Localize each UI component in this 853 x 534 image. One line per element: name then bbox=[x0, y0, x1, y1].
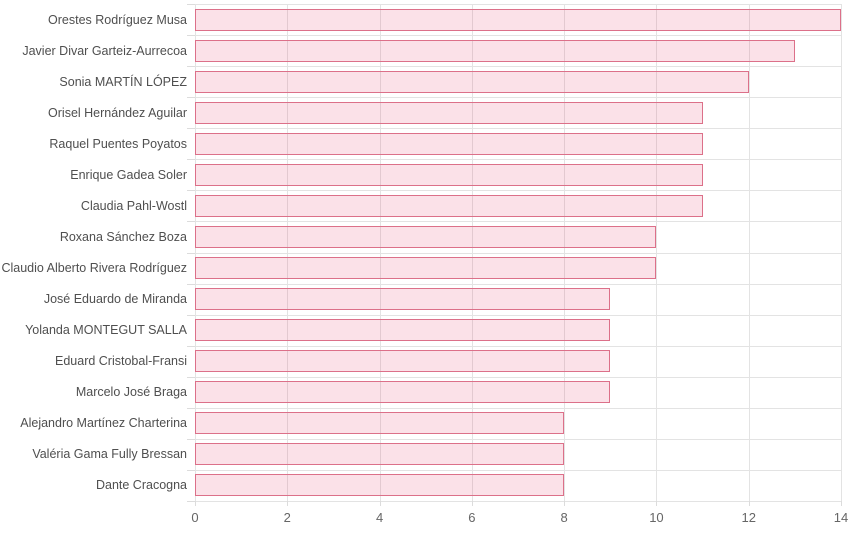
x-axis-tick bbox=[379, 501, 381, 506]
bar[interactable] bbox=[195, 101, 703, 124]
y-axis-tick bbox=[187, 501, 195, 502]
category-label: Orisel Hernández Aguilar bbox=[48, 105, 187, 120]
category-label: Orestes Rodríguez Musa bbox=[48, 12, 187, 27]
category-label: Valéria Gama Fully Bressan bbox=[32, 447, 187, 462]
gridline-horizontal bbox=[195, 190, 841, 192]
gridline-horizontal bbox=[195, 376, 841, 378]
gridline-horizontal bbox=[195, 407, 841, 409]
gridline-horizontal bbox=[195, 438, 841, 440]
category-label: Claudia Pahl-Wostl bbox=[80, 198, 187, 213]
bar[interactable] bbox=[195, 39, 795, 62]
y-axis-tick bbox=[187, 438, 195, 440]
category-label: Alejandro Martínez Charterina bbox=[20, 416, 187, 431]
bar[interactable] bbox=[195, 350, 611, 373]
bar[interactable] bbox=[195, 132, 703, 155]
y-axis-tick bbox=[187, 128, 195, 130]
gridline-horizontal bbox=[195, 221, 841, 223]
bar[interactable] bbox=[195, 70, 749, 93]
category-label: Enrique Gadea Soler bbox=[70, 167, 187, 182]
x-tick-label: 4 bbox=[375, 510, 384, 525]
gridline-horizontal bbox=[195, 469, 841, 471]
gridline-horizontal bbox=[195, 159, 841, 161]
y-axis-tick bbox=[187, 97, 195, 99]
x-tick-label: 10 bbox=[649, 510, 664, 525]
x-tick-label: 14 bbox=[833, 510, 849, 525]
category-label: Claudio Alberto Rivera Rodríguez bbox=[1, 261, 187, 276]
bar[interactable] bbox=[195, 288, 611, 311]
x-axis-tick bbox=[287, 501, 289, 506]
x-axis-tick bbox=[471, 501, 473, 506]
category-label: Yolanda MONTEGUT SALLA bbox=[25, 323, 187, 338]
category-label: José Eduardo de Miranda bbox=[43, 292, 187, 307]
bar[interactable] bbox=[195, 381, 611, 404]
gridline-vertical bbox=[841, 4, 842, 501]
gridline-vertical bbox=[379, 4, 381, 501]
y-axis-tick bbox=[187, 345, 195, 347]
y-axis-tick bbox=[187, 469, 195, 471]
gridline-horizontal bbox=[195, 35, 841, 37]
bar[interactable] bbox=[195, 443, 565, 466]
gridline-vertical bbox=[656, 4, 658, 501]
gridline-horizontal bbox=[195, 4, 841, 5]
category-label: Javier Divar Garteiz-Aurrecoa bbox=[22, 43, 187, 58]
bar[interactable] bbox=[195, 257, 657, 280]
y-axis-tick bbox=[187, 283, 195, 285]
category-label: Raquel Puentes Poyatos bbox=[49, 136, 187, 151]
bar[interactable] bbox=[195, 8, 841, 31]
x-tick-label: 2 bbox=[283, 510, 291, 525]
y-axis-tick bbox=[187, 252, 195, 254]
y-axis-tick bbox=[187, 66, 195, 68]
bar[interactable] bbox=[195, 319, 611, 342]
x-axis-tick bbox=[656, 501, 658, 506]
gridline-horizontal bbox=[195, 128, 841, 130]
bar[interactable] bbox=[195, 474, 565, 497]
gridline-vertical bbox=[748, 4, 750, 501]
y-axis-tick bbox=[187, 221, 195, 223]
gridline-horizontal bbox=[195, 314, 841, 316]
x-axis-tick bbox=[841, 501, 842, 506]
gridline-vertical bbox=[471, 4, 473, 501]
gridline-horizontal bbox=[195, 345, 841, 347]
gridline-horizontal bbox=[195, 66, 841, 68]
x-tick-label: 0 bbox=[191, 510, 199, 525]
y-axis-tick bbox=[187, 190, 195, 192]
bar[interactable] bbox=[195, 194, 703, 217]
bar[interactable] bbox=[195, 412, 565, 435]
y-axis-tick bbox=[187, 35, 195, 37]
y-axis-tick bbox=[187, 159, 195, 161]
y-axis-tick bbox=[187, 314, 195, 316]
x-tick-label: 8 bbox=[560, 510, 568, 525]
category-label: Roxana Sánchez Boza bbox=[59, 229, 187, 244]
gridline-horizontal bbox=[195, 501, 841, 502]
bar[interactable] bbox=[195, 225, 657, 248]
gridline-vertical bbox=[287, 4, 289, 501]
x-axis-tick bbox=[195, 501, 196, 506]
gridline-horizontal bbox=[195, 97, 841, 99]
x-tick-label: 12 bbox=[741, 510, 756, 525]
y-axis-tick bbox=[187, 407, 195, 409]
category-label: Marcelo José Braga bbox=[75, 385, 187, 400]
category-label: Dante Cracogna bbox=[95, 478, 187, 493]
gridline-vertical bbox=[195, 4, 196, 501]
gridline-horizontal bbox=[195, 283, 841, 285]
category-label: Eduard Cristobal-Fransi bbox=[55, 354, 187, 369]
x-axis-tick bbox=[564, 501, 566, 506]
bar[interactable] bbox=[195, 163, 703, 186]
category-label: Sonia MARTÍN LÓPEZ bbox=[59, 74, 187, 89]
gridline-vertical bbox=[564, 4, 566, 501]
y-axis-tick bbox=[187, 376, 195, 378]
plot-area[interactable] bbox=[195, 4, 842, 502]
gridline-horizontal bbox=[195, 252, 841, 254]
y-axis-tick bbox=[187, 4, 195, 5]
x-axis-tick bbox=[748, 501, 750, 506]
x-tick-label: 6 bbox=[468, 510, 476, 525]
